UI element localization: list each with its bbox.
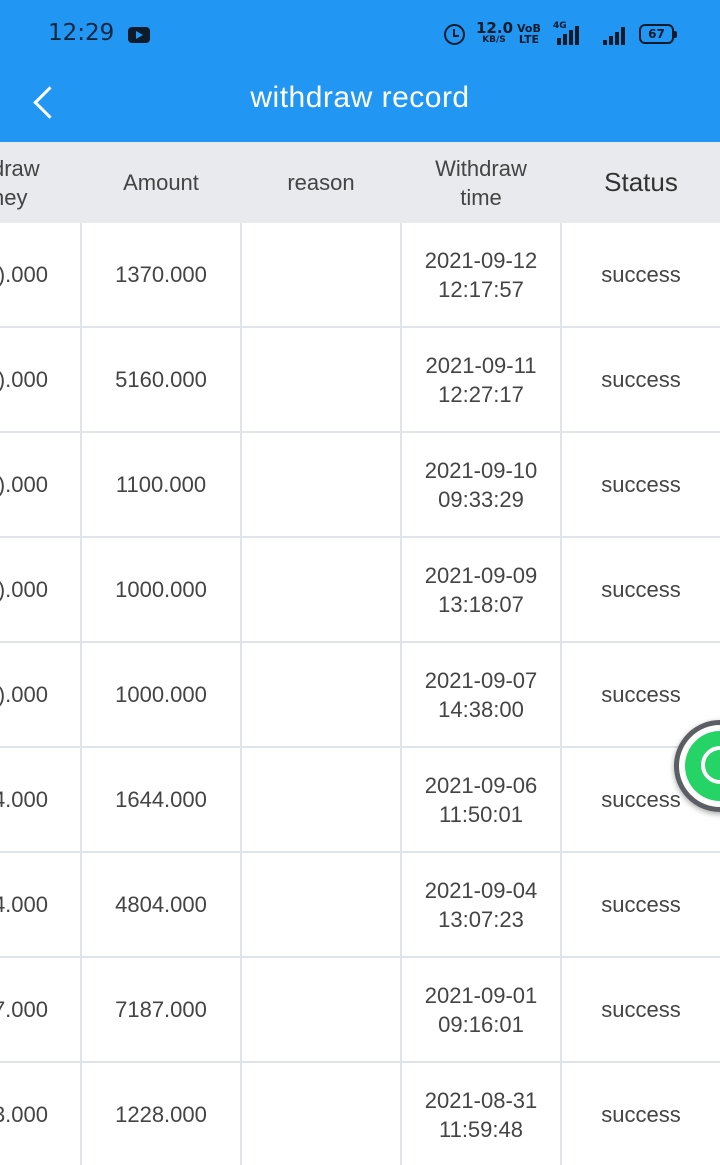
cell-status: success — [601, 892, 681, 917]
signal-bar — [609, 36, 613, 45]
cell-reason — [241, 748, 401, 851]
cell-withdraw-time: 2021-09-07 14:38:00 — [424, 667, 538, 722]
cell-withdraw-time: 2021-09-10 09:33:29 — [424, 457, 538, 512]
cell-money: ).000 — [0, 367, 48, 392]
cell-reason — [241, 328, 401, 431]
signal-bar — [557, 38, 561, 45]
cell-money: ).000 — [0, 262, 48, 287]
cell-amount: 1000.000 — [115, 682, 207, 707]
cell-status: success — [601, 472, 681, 497]
alarm-icon — [444, 24, 465, 45]
volte-bottom: LTE — [518, 33, 540, 46]
cell-money: 3.000 — [0, 1102, 48, 1127]
table-body: ).000 1370.000 2021-09-12 12:17:57 success)… — [0, 223, 720, 1165]
cell-amount: 4804.000 — [115, 892, 207, 917]
network-speed-unit: KB/S — [482, 35, 506, 45]
table-row[interactable]: 3.000 1228.000 2021-08-31 11:59:48 success — [0, 1063, 720, 1165]
battery-icon: 67 — [639, 24, 677, 44]
withdraw-table[interactable]: draw ney Amount reason Withdraw time Sta… — [0, 142, 720, 1165]
cell-money: 7.000 — [0, 997, 48, 1022]
cell-withdraw-time: 2021-08-31 11:59:48 — [424, 1087, 538, 1142]
cell-money: ).000 — [0, 682, 48, 707]
cell-reason — [241, 538, 401, 641]
cell-money: 4.000 — [0, 892, 48, 917]
signal-bar — [603, 40, 607, 45]
signal-icon: 4G — [553, 21, 583, 45]
column-divider — [560, 223, 562, 1165]
cell-amount: 1100.000 — [115, 472, 207, 497]
cell-withdraw-time: 2021-09-01 09:16:01 — [424, 982, 538, 1037]
signal-bar — [563, 34, 567, 45]
cell-reason — [241, 958, 401, 1061]
nav-bar: withdraw record — [0, 70, 720, 142]
cell-money: 4.000 — [0, 787, 48, 812]
whatsapp-icon — [701, 746, 720, 784]
signal-bar — [575, 26, 579, 45]
table-row[interactable]: ).000 1000.000 2021-09-09 13:18:07 success — [0, 538, 720, 643]
cell-status: success — [601, 997, 681, 1022]
signal-bar — [621, 27, 625, 45]
cell-reason — [241, 853, 401, 956]
cell-reason — [241, 433, 401, 536]
cell-status: success — [601, 1102, 681, 1127]
status-bar: 12:29 12.0 KB/S VoB LTE 4G 67 — [0, 0, 720, 70]
cell-amount: 1228.000 — [115, 1102, 207, 1127]
signal-label: 4G — [553, 21, 567, 31]
network-speed: 12.0 KB/S — [476, 19, 514, 46]
cell-status: success — [601, 262, 681, 287]
cell-status: success — [601, 577, 681, 602]
cell-status: success — [601, 682, 681, 707]
table-header: draw ney Amount reason Withdraw time Sta… — [0, 142, 720, 223]
signal-icon-secondary — [601, 26, 631, 45]
column-header-money: draw ney — [0, 155, 40, 210]
cell-amount: 5160.000 — [115, 367, 207, 392]
table-row[interactable]: ).000 1100.000 2021-09-10 09:33:29 success — [0, 433, 720, 538]
signal-bar — [569, 30, 573, 45]
column-divider — [400, 223, 402, 1165]
column-divider — [80, 223, 82, 1165]
cell-amount: 1000.000 — [115, 577, 207, 602]
column-divider — [240, 223, 242, 1165]
cell-money: ).000 — [0, 472, 48, 497]
status-time: 12:29 — [48, 20, 115, 46]
table-row[interactable]: ).000 5160.000 2021-09-11 12:27:17 success — [0, 328, 720, 433]
cell-amount: 7187.000 — [115, 997, 207, 1022]
cell-reason — [241, 643, 401, 746]
volte-indicator: VoB LTE — [517, 23, 541, 45]
volte-top: VoB — [517, 22, 541, 35]
cell-withdraw-time: 2021-09-12 12:17:57 — [424, 247, 538, 302]
column-header-status: Status — [604, 167, 678, 197]
column-header-withdraw-time: Withdraw time — [435, 155, 527, 210]
column-header-amount: Amount — [123, 170, 199, 195]
table-row[interactable]: 4.000 1644.000 2021-09-06 11:50:01 success — [0, 748, 720, 853]
cell-status: success — [601, 367, 681, 392]
table-row[interactable]: ).000 1000.000 2021-09-07 14:38:00 success — [0, 643, 720, 748]
cell-status: success — [601, 787, 681, 812]
cell-reason — [241, 1063, 401, 1165]
network-speed-value: 12.0 — [476, 19, 514, 37]
cell-money: ).000 — [0, 577, 48, 602]
cell-reason — [241, 223, 401, 326]
cell-amount: 1370.000 — [115, 262, 207, 287]
table-row[interactable]: 7.000 7187.000 2021-09-01 09:16:01 success — [0, 958, 720, 1063]
signal-bar — [615, 32, 619, 45]
cell-amount: 1644.000 — [115, 787, 207, 812]
whatsapp-badge — [685, 731, 720, 801]
table-row[interactable]: 4.000 4804.000 2021-09-04 13:07:23 success — [0, 853, 720, 958]
table-row[interactable]: ).000 1370.000 2021-09-12 12:17:57 success — [0, 223, 720, 328]
cell-withdraw-time: 2021-09-09 13:18:07 — [424, 562, 538, 617]
cell-withdraw-time: 2021-09-04 13:07:23 — [424, 877, 538, 932]
cell-withdraw-time: 2021-09-11 12:27:17 — [425, 352, 537, 407]
page-title: withdraw record — [250, 81, 470, 114]
cell-withdraw-time: 2021-09-06 11:50:01 — [424, 772, 538, 827]
youtube-icon — [128, 27, 150, 43]
column-header-reason: reason — [287, 170, 355, 195]
